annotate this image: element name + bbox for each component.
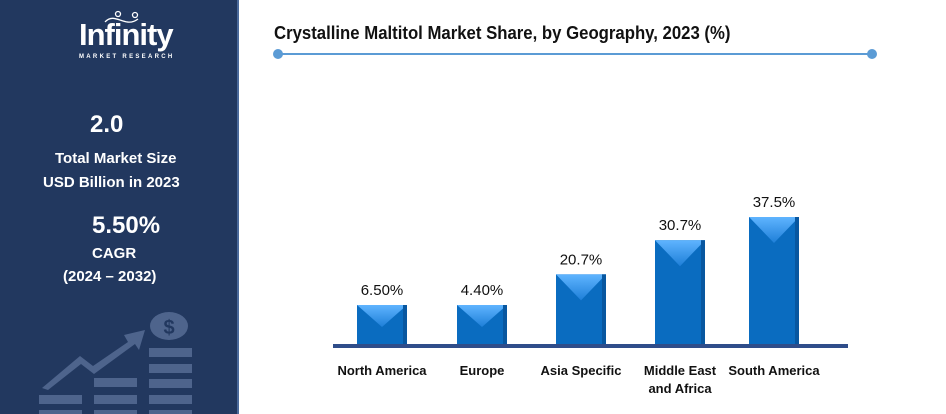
x-axis	[333, 344, 848, 348]
cagr-label: CAGR	[92, 245, 137, 262]
x-tick-label-1: Europe	[460, 363, 505, 378]
x-tick-label-0: North America	[337, 363, 427, 378]
x-tick-label-4: South America	[728, 363, 820, 378]
data-label-3: 30.7%	[659, 217, 702, 234]
x-tick-label-2: Asia Specific	[541, 363, 622, 378]
dollar-coin-icon	[150, 312, 188, 340]
cagr-period: (2024 – 2032)	[63, 268, 157, 285]
market-size-label: Total Market Size	[55, 150, 177, 167]
growth-chart-illustration: $	[39, 10, 192, 414]
chart-title: Crystalline Maltitol Market Share, by Ge…	[274, 23, 731, 43]
bar-shade-0	[403, 305, 407, 345]
market-size-value: 2.0	[90, 111, 124, 138]
bar-highlight-0	[357, 305, 407, 327]
bar-shade-2	[602, 274, 606, 345]
brand-tagline: MARKET RESEARCH	[79, 54, 175, 60]
data-label-0: 6.50%	[361, 282, 404, 299]
title-divider	[278, 53, 872, 55]
divider-dot-right	[867, 49, 877, 59]
bar-shade-4	[795, 217, 799, 345]
bar-highlight-1	[457, 305, 507, 327]
bar-highlight-2	[556, 274, 606, 301]
data-label-1: 4.40%	[461, 282, 504, 299]
bar-shade-1	[503, 305, 507, 345]
bar-shade-3	[701, 240, 705, 345]
bar-highlight-3	[655, 240, 705, 267]
brand-logo: Infinity	[79, 17, 174, 52]
x-tick-label-3: Middle East	[644, 363, 717, 378]
bar-highlight-4	[749, 217, 799, 243]
data-label-4: 37.5%	[753, 194, 796, 211]
market-size-unit: USD Billion in 2023	[43, 174, 180, 191]
x-tick-label-3: and Africa	[648, 381, 712, 396]
summary-panel: $ Infinity MARKET RESEARCH 2.0 Total Mar…	[0, 0, 239, 414]
data-label-2: 20.7%	[560, 251, 603, 268]
divider-dot-left	[273, 49, 283, 59]
logo-molecule-icon	[104, 10, 139, 23]
cagr-value: 5.50%	[92, 212, 161, 239]
svg-text:$: $	[163, 317, 174, 339]
